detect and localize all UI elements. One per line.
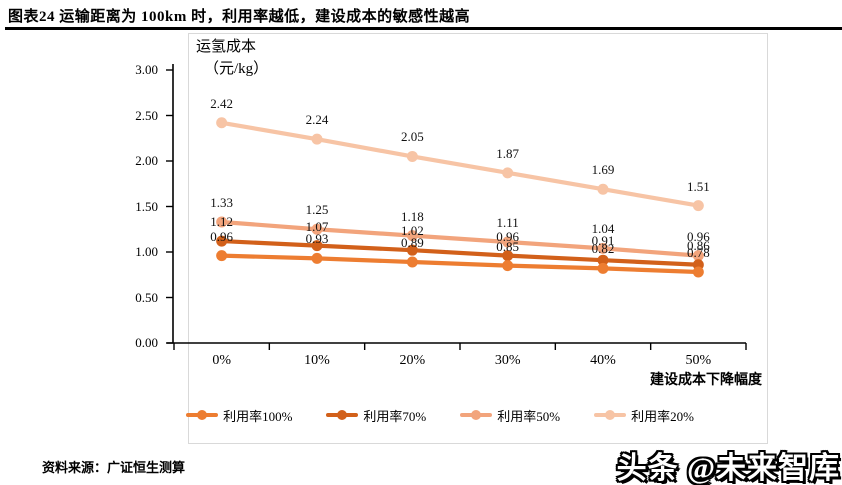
data-point-label-利用率50%: 0.96: [686, 228, 710, 244]
data-point-label-利用率70%: 0.91: [591, 233, 615, 249]
data-point-label-利用率70%: 0.96: [496, 228, 520, 244]
y-axis-title-text: 运氢成本: [196, 39, 257, 55]
data-point-利用率50%: [216, 216, 228, 228]
legend-line-marker-icon: [594, 410, 627, 420]
data-point-利用率50%: [406, 230, 418, 242]
y-axis-tick-label: 0.50: [135, 289, 158, 305]
data-point-利用率50%: [311, 223, 323, 235]
data-point-利用率100%: [311, 252, 323, 264]
legend-dot-icon: [197, 410, 208, 420]
data-point-label-利用率50%: 1.11: [496, 214, 519, 230]
data-point-利用率100%: [502, 260, 514, 272]
legend-item-利用率50%[interactable]: 利用率50%: [460, 406, 560, 425]
figure-title: 图表24 运输距离为 100km 时，利用率越低，建设成本的敏感性越高: [8, 9, 471, 25]
data-point-label-利用率50%: 1.33: [210, 194, 234, 210]
data-point-利用率70%: [502, 250, 514, 262]
data-point-利用率20%: [692, 200, 704, 212]
data-point-label-利用率50%: 1.18: [400, 208, 424, 224]
data-point-label-利用率100%: 0.85: [496, 238, 520, 254]
y-axis-title: 运氢成本 （元/kg）: [196, 36, 268, 80]
data-point-利用率50%: [502, 236, 514, 248]
legend-label: 利用率100%: [223, 408, 293, 424]
series-line-利用率50%: [221, 219, 699, 258]
data-point-利用率20%: [216, 117, 228, 129]
series-line-利用率100%: [221, 253, 699, 275]
data-point-label-利用率100%: 0.82: [591, 241, 615, 257]
legend-item-利用率70%[interactable]: 利用率70%: [326, 406, 426, 425]
data-point-label-利用率20%: 2.05: [400, 129, 424, 145]
x-axis-tick-label: 10%: [304, 353, 330, 368]
y-axis-tick-label: 1.00: [135, 244, 158, 259]
title-divider-line: [5, 27, 842, 30]
data-point-利用率50%: [597, 242, 609, 254]
data-point-label-利用率100%: 0.93: [305, 231, 329, 247]
x-axis-tick-label: 40%: [590, 353, 616, 368]
data-point-利用率70%: [216, 235, 228, 247]
data-point-label-利用率20%: 1.87: [496, 145, 520, 161]
data-point-利用率20%: [597, 183, 609, 195]
data-point-label-利用率70%: 1.02: [400, 223, 424, 239]
series-line-利用率20%: [221, 120, 699, 208]
legend-item-利用率20%[interactable]: 利用率20%: [594, 406, 694, 425]
legend-line-marker-icon: [186, 410, 219, 420]
legend-line-marker-icon: [326, 410, 359, 420]
data-point-label-利用率100%: 0.96: [210, 228, 234, 244]
series-line-利用率70%: [221, 238, 699, 267]
y-axis-unit-text: （元/kg）: [204, 61, 269, 77]
data-point-label-利用率50%: 1.04: [591, 221, 615, 237]
data-point-label-利用率20%: 1.51: [686, 178, 710, 194]
chart-legend: 利用率100% 利用率70% 利用率50% 利用率20%: [160, 404, 720, 426]
y-axis-tick-label: 3.00: [135, 62, 158, 77]
data-point-利用率100%: [692, 266, 704, 278]
x-axis-tick-label: 50%: [685, 353, 712, 368]
data-point-利用率50%: [692, 250, 704, 262]
x-axis-title: 建设成本下降幅度: [650, 373, 762, 388]
data-point-label-利用率100%: 0.89: [400, 235, 424, 250]
data-point-label-利用率20%: 2.24: [305, 112, 329, 128]
legend-label: 利用率50%: [497, 408, 561, 424]
data-point-label-利用率20%: 2.42: [210, 95, 234, 111]
data-point-利用率70%: [597, 254, 609, 266]
y-axis-tick-label: 0.00: [135, 335, 158, 350]
data-point-label-利用率70%: 1.12: [210, 214, 234, 230]
legend-dot-icon: [605, 410, 616, 420]
x-axis-tick-label: 30%: [494, 353, 521, 368]
data-point-利用率20%: [311, 133, 323, 145]
data-point-label-利用率70%: 1.07: [305, 218, 329, 234]
legend-line-marker-icon: [460, 410, 493, 420]
x-axis-tick-label: 20%: [399, 353, 426, 368]
legend-label: 利用率20%: [631, 408, 694, 424]
source-note: 资料来源：广证恒生测算: [42, 460, 186, 475]
data-point-利用率20%: [406, 150, 418, 162]
y-axis-tick-label: 1.50: [135, 198, 158, 214]
data-point-label-利用率70%: 0.86: [686, 237, 710, 253]
data-point-label-利用率20%: 1.69: [591, 162, 615, 178]
data-point-label-利用率50%: 1.25: [305, 202, 329, 218]
y-axis-tick-label: 2.00: [135, 153, 158, 168]
legend-label: 利用率70%: [363, 408, 427, 424]
y-axis-tick-label: 2.50: [135, 107, 158, 123]
data-point-利用率100%: [216, 250, 228, 262]
legend-item-利用率100%[interactable]: 利用率100%: [186, 406, 292, 425]
watermark-toutiao-future-thinktank: 头条 @未来智库: [616, 452, 840, 485]
legend-dot-icon: [471, 410, 482, 420]
data-point-利用率100%: [406, 256, 418, 268]
x-axis-tick-label: 0%: [212, 353, 231, 368]
data-point-label-利用率100%: 0.78: [686, 245, 710, 261]
legend-dot-icon: [337, 410, 348, 420]
data-point-利用率70%: [311, 240, 323, 252]
data-point-利用率100%: [597, 262, 609, 274]
data-point-利用率20%: [502, 167, 514, 179]
data-point-利用率70%: [406, 244, 418, 256]
